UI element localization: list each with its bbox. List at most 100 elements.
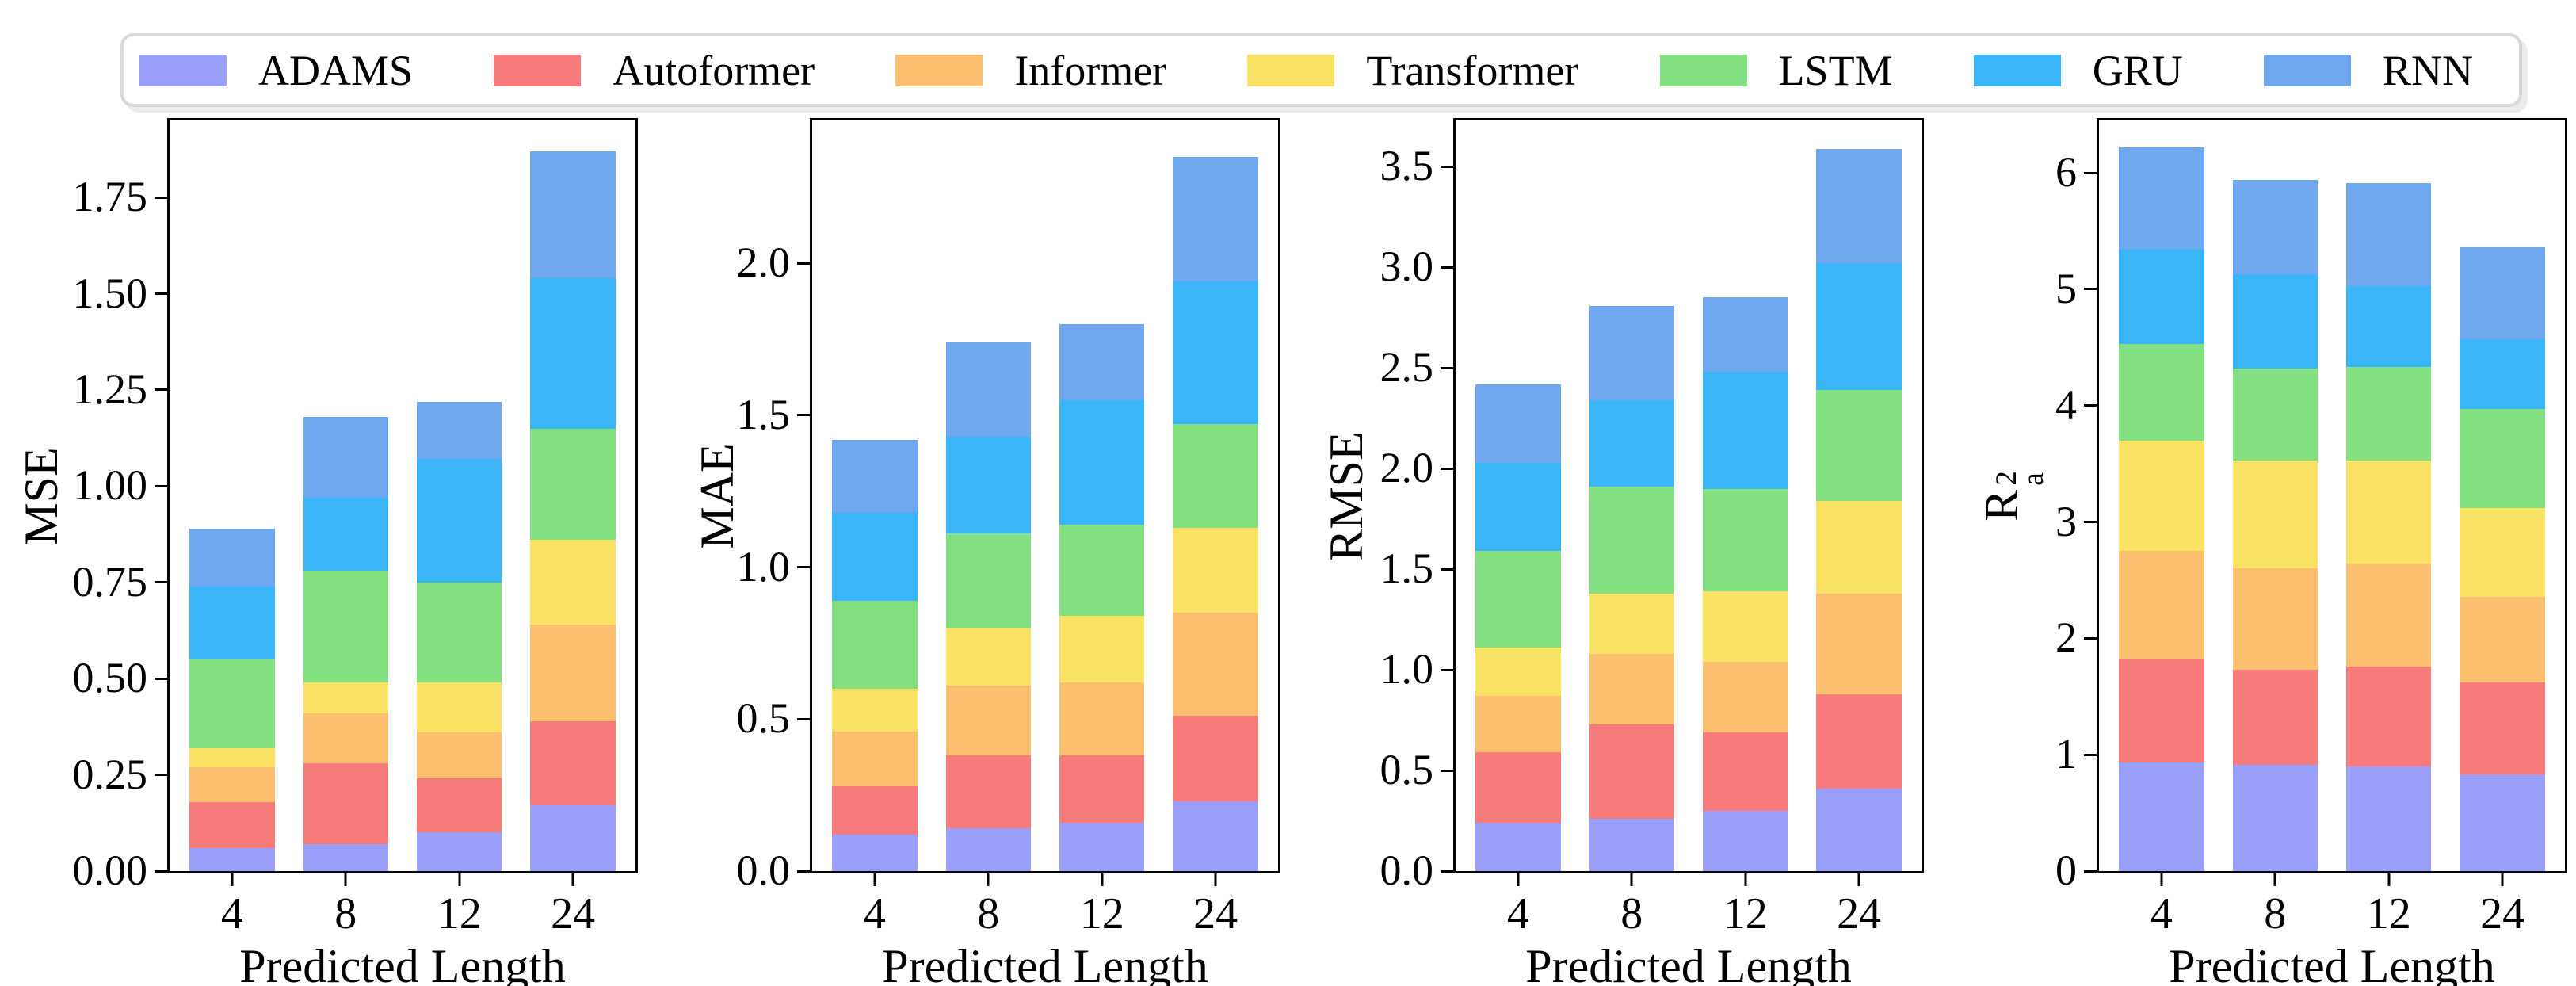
bar-segment-informer-len24 [1816, 593, 1902, 694]
bar-segment-gru-len12 [416, 459, 502, 583]
y-tick-label: 3 [2055, 497, 2077, 545]
x-tick-label: 24 [1837, 889, 1882, 938]
x-tick-mark [987, 873, 990, 886]
x-tick-mark [1101, 873, 1104, 886]
bar-segment-gru-len24 [1173, 281, 1258, 425]
bar-segment-transformer-len24 [1816, 500, 1902, 594]
bar-segment-adams-len8 [1589, 819, 1675, 871]
y-tick-mark [1441, 266, 1453, 269]
x-tick-mark [1517, 873, 1520, 886]
bar-segment-informer-len4 [2119, 551, 2204, 659]
bar-segment-rnn-len8 [1589, 305, 1675, 400]
y-tick-label: 1.50 [72, 269, 148, 317]
y-tick-mark [2084, 404, 2097, 407]
y-tick-label: 6 [2055, 147, 2077, 196]
y-tick-label: 0.5 [736, 694, 791, 743]
bar-segment-transformer-len8 [2232, 460, 2318, 569]
y-tick-mark [155, 869, 167, 873]
bar-segment-informer-len8 [2232, 568, 2318, 670]
bar-segment-transformer-len24 [530, 540, 616, 625]
legend-swatch [494, 54, 582, 86]
bar-segment-transformer-len4 [1475, 648, 1561, 697]
bar-segment-gru-len8 [2232, 273, 2318, 369]
bar-segment-autoformer-len24 [1173, 716, 1258, 801]
bar-segment-informer-len8 [945, 686, 1032, 756]
x-tick-mark [2160, 873, 2163, 886]
y-tick-mark [797, 566, 810, 569]
bar-segment-lstm-len12 [2345, 367, 2432, 461]
legend-item-autoformer: Autoformer [494, 49, 815, 92]
y-tick-label: 2.0 [736, 239, 791, 287]
bar-segment-lstm-len24 [530, 428, 616, 541]
superscript: 2 [1990, 470, 2023, 486]
bar-segment-lstm-len24 [1173, 424, 1258, 528]
bar-segment-transformer-len24 [2460, 507, 2545, 597]
bar-segment-adams-len24 [1173, 801, 1258, 871]
bar-segment-transformer-len24 [1173, 527, 1258, 613]
bar-segment-rnn-len4 [832, 439, 918, 513]
bar-segment-lstm-len8 [303, 571, 389, 683]
y-tick-label: 0.5 [1380, 745, 1434, 793]
bar-segment-gru-len8 [1589, 399, 1675, 487]
bar-segment-adams-len8 [945, 828, 1032, 871]
bar-segment-adams-len12 [1702, 810, 1788, 871]
bar-segment-rnn-len4 [189, 528, 275, 587]
x-axis-label: Predicted Length [1525, 940, 1852, 986]
bar-segment-transformer-len8 [945, 628, 1032, 686]
bar-segment-transformer-len8 [1589, 593, 1675, 654]
x-tick-mark [571, 873, 574, 886]
bar-segment-informer-len24 [530, 625, 616, 721]
y-tick-mark [1441, 869, 1453, 873]
x-tick-label: 12 [1723, 889, 1768, 938]
bar-segment-lstm-len24 [2460, 409, 2545, 508]
x-axis-label: Predicted Length [2169, 940, 2495, 986]
bar-segment-rnn-len4 [1475, 384, 1561, 463]
y-tick-mark [1441, 467, 1453, 470]
legend-item-lstm: LSTM [1659, 49, 1893, 92]
legend-label: ADAMS [258, 46, 414, 94]
y-tick-mark [1441, 165, 1453, 168]
x-tick-label: 24 [551, 889, 596, 938]
bar-segment-lstm-len8 [945, 533, 1032, 629]
x-tick-mark [1214, 873, 1217, 886]
x-tick-mark [2501, 873, 2504, 886]
bar-segment-adams-len24 [2460, 774, 2545, 871]
bar-segment-informer-len8 [303, 713, 389, 764]
y-tick-mark [155, 196, 167, 199]
bar-segment-gru-len12 [1702, 372, 1788, 489]
y-tick-label: 1.5 [736, 390, 791, 438]
bar-segment-rnn-len24 [2460, 247, 2545, 340]
bar-segment-transformer-len4 [2119, 440, 2204, 552]
bar-segment-lstm-len4 [1475, 551, 1561, 648]
y-tick-mark [797, 262, 810, 265]
y-tick-mark [155, 484, 167, 487]
bar-segment-transformer-len12 [1059, 615, 1145, 683]
bar-segment-transformer-len12 [416, 682, 502, 733]
bar-segment-gru-len24 [530, 278, 616, 429]
legend-swatch [1973, 54, 2061, 86]
y-tick-label: 1 [2055, 730, 2077, 778]
panel-mse: MSE Predicted Length 0.00 0.25 0.50 0.75 1.0… [15, 118, 638, 986]
bar-segment-autoformer-len8 [303, 763, 389, 845]
x-tick-label: 8 [1620, 889, 1643, 938]
bar-segment-lstm-len8 [2232, 368, 2318, 461]
y-tick-mark [2084, 521, 2097, 524]
y-tick-mark [1441, 769, 1453, 772]
legend-item-informer: Informer [895, 49, 1166, 92]
bar-segment-adams-len8 [303, 844, 389, 871]
legend-item-transformer: Transformer [1247, 49, 1578, 92]
bar-segment-informer-len4 [189, 766, 275, 802]
legend: ADAMS Autoformer Informer Transformer LSTM GR… [120, 33, 2522, 107]
bar-segment-rnn-len4 [2119, 147, 2204, 250]
bar-segment-gru-len4 [2119, 249, 2204, 344]
bar-segment-gru-len24 [2460, 339, 2545, 410]
bar-segment-informer-len12 [2345, 564, 2432, 667]
x-tick-label: 4 [220, 889, 243, 938]
y-tick-label: 1.00 [72, 461, 148, 510]
legend-label: RNN [2382, 46, 2473, 94]
x-axis-label: Predicted Length [882, 940, 1208, 986]
bar-segment-gru-len4 [189, 586, 275, 659]
y-tick-label: 3.5 [1380, 142, 1434, 190]
bar-segment-informer-len12 [416, 732, 502, 779]
